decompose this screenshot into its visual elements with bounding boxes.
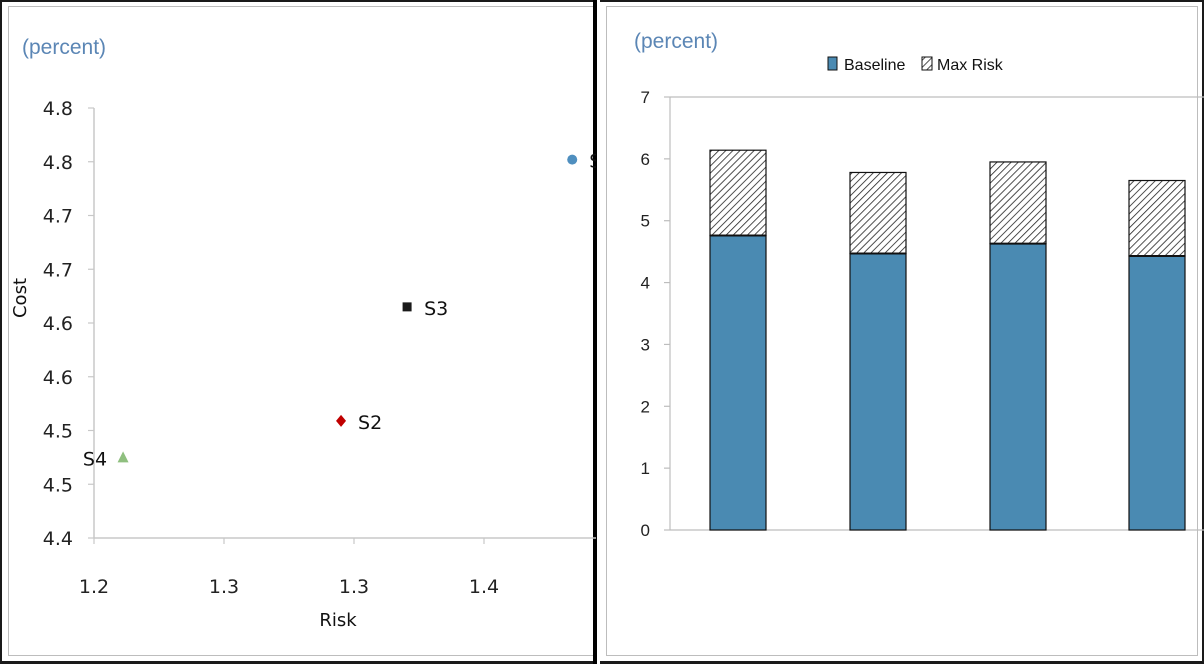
bar-frame [606, 6, 1198, 656]
scatter-y-tick-label: 4.7 [43, 206, 73, 228]
scatter-y-axis-title: Cost [10, 278, 31, 318]
bar-chart: (percent) Baseline Max Risk 0 1 2 3 4 5 6 7 [634, 30, 1204, 540]
bar-y-ticks: 0 1 2 3 4 5 6 7 [641, 88, 670, 540]
bar-y-tick-label: 3 [641, 335, 650, 354]
legend-label-max-risk: Max Risk [937, 57, 1004, 74]
scatter-point-s4 [117, 451, 129, 463]
scatter-x-tick-label: 1.4 [469, 576, 499, 598]
scatter-point-s2-label: S2 [358, 412, 382, 434]
scatter-point-s2 [336, 414, 347, 427]
scatter-point-s3-label: S3 [424, 298, 448, 320]
scatter-points: S S3 S2 S4 [83, 151, 596, 471]
bar-y-tick-label: 7 [641, 88, 650, 107]
scatter-point-s [567, 154, 578, 165]
bar-baseline-4 [1128, 255, 1186, 531]
scatter-y-tick-label: 4.6 [43, 313, 73, 335]
bar-unit-label: (percent) [634, 30, 718, 53]
legend-swatch-max-risk [921, 56, 933, 71]
scatter-x-axis-title: Risk [319, 610, 357, 631]
bar-y-tick-label: 4 [641, 274, 650, 293]
scatter-unit-label: (percent) [22, 36, 106, 59]
scatter-x-tick-label: 1.3 [339, 576, 369, 598]
panel-divider [593, 0, 597, 664]
scatter-y-tick-label: 4.4 [43, 528, 73, 550]
scatter-panel [0, 0, 596, 664]
bar-max-risk-1 [709, 149, 767, 237]
scatter-y-tick-label: 4.7 [43, 259, 73, 281]
bar-y-tick-label: 6 [641, 150, 650, 169]
bar-y-tick-label: 0 [641, 521, 650, 540]
scatter-y-tick-label: 4.8 [43, 98, 73, 120]
scatter-point-s-label: S [589, 151, 596, 173]
bar-baseline-3 [989, 243, 1047, 531]
scatter-y-ticks: 4.4 4.5 4.5 4.6 4.6 4.7 4.7 4.8 4.8 [43, 98, 94, 550]
bar-legend: Baseline Max Risk [827, 56, 1004, 74]
bar-max-risk-2 [849, 171, 907, 255]
bar-baseline-2 [849, 252, 907, 531]
bar-y-tick-label: 2 [641, 397, 650, 416]
scatter-y-tick-label: 4.6 [43, 367, 73, 389]
scatter-y-tick-label: 4.8 [43, 152, 73, 174]
bar-y-tick-label: 1 [641, 459, 650, 478]
bar-baseline-1 [709, 234, 767, 531]
bar-max-risk-3 [989, 161, 1047, 245]
scatter-x-tick-label: 1.3 [209, 576, 239, 598]
scatter-x-ticks: 1.2 1.3 1.3 1.4 [79, 538, 499, 598]
scatter-point-s3 [402, 302, 412, 312]
bar-series [709, 149, 1186, 531]
scatter-x-tick-label: 1.2 [79, 576, 109, 598]
scatter-y-tick-label: 4.5 [43, 474, 73, 496]
scatter-y-tick-label: 4.5 [43, 421, 73, 443]
scatter-chart: (percent) 4.4 4.5 4.5 4.6 4.6 4.7 4.7 4.8 4.8 1.… [10, 36, 596, 631]
scatter-point-s4-label: S4 [83, 448, 107, 470]
bar-max-risk-4 [1128, 179, 1186, 257]
legend-swatch-baseline [827, 56, 838, 71]
legend-label-baseline: Baseline [844, 57, 905, 74]
bar-y-tick-label: 5 [641, 212, 650, 231]
